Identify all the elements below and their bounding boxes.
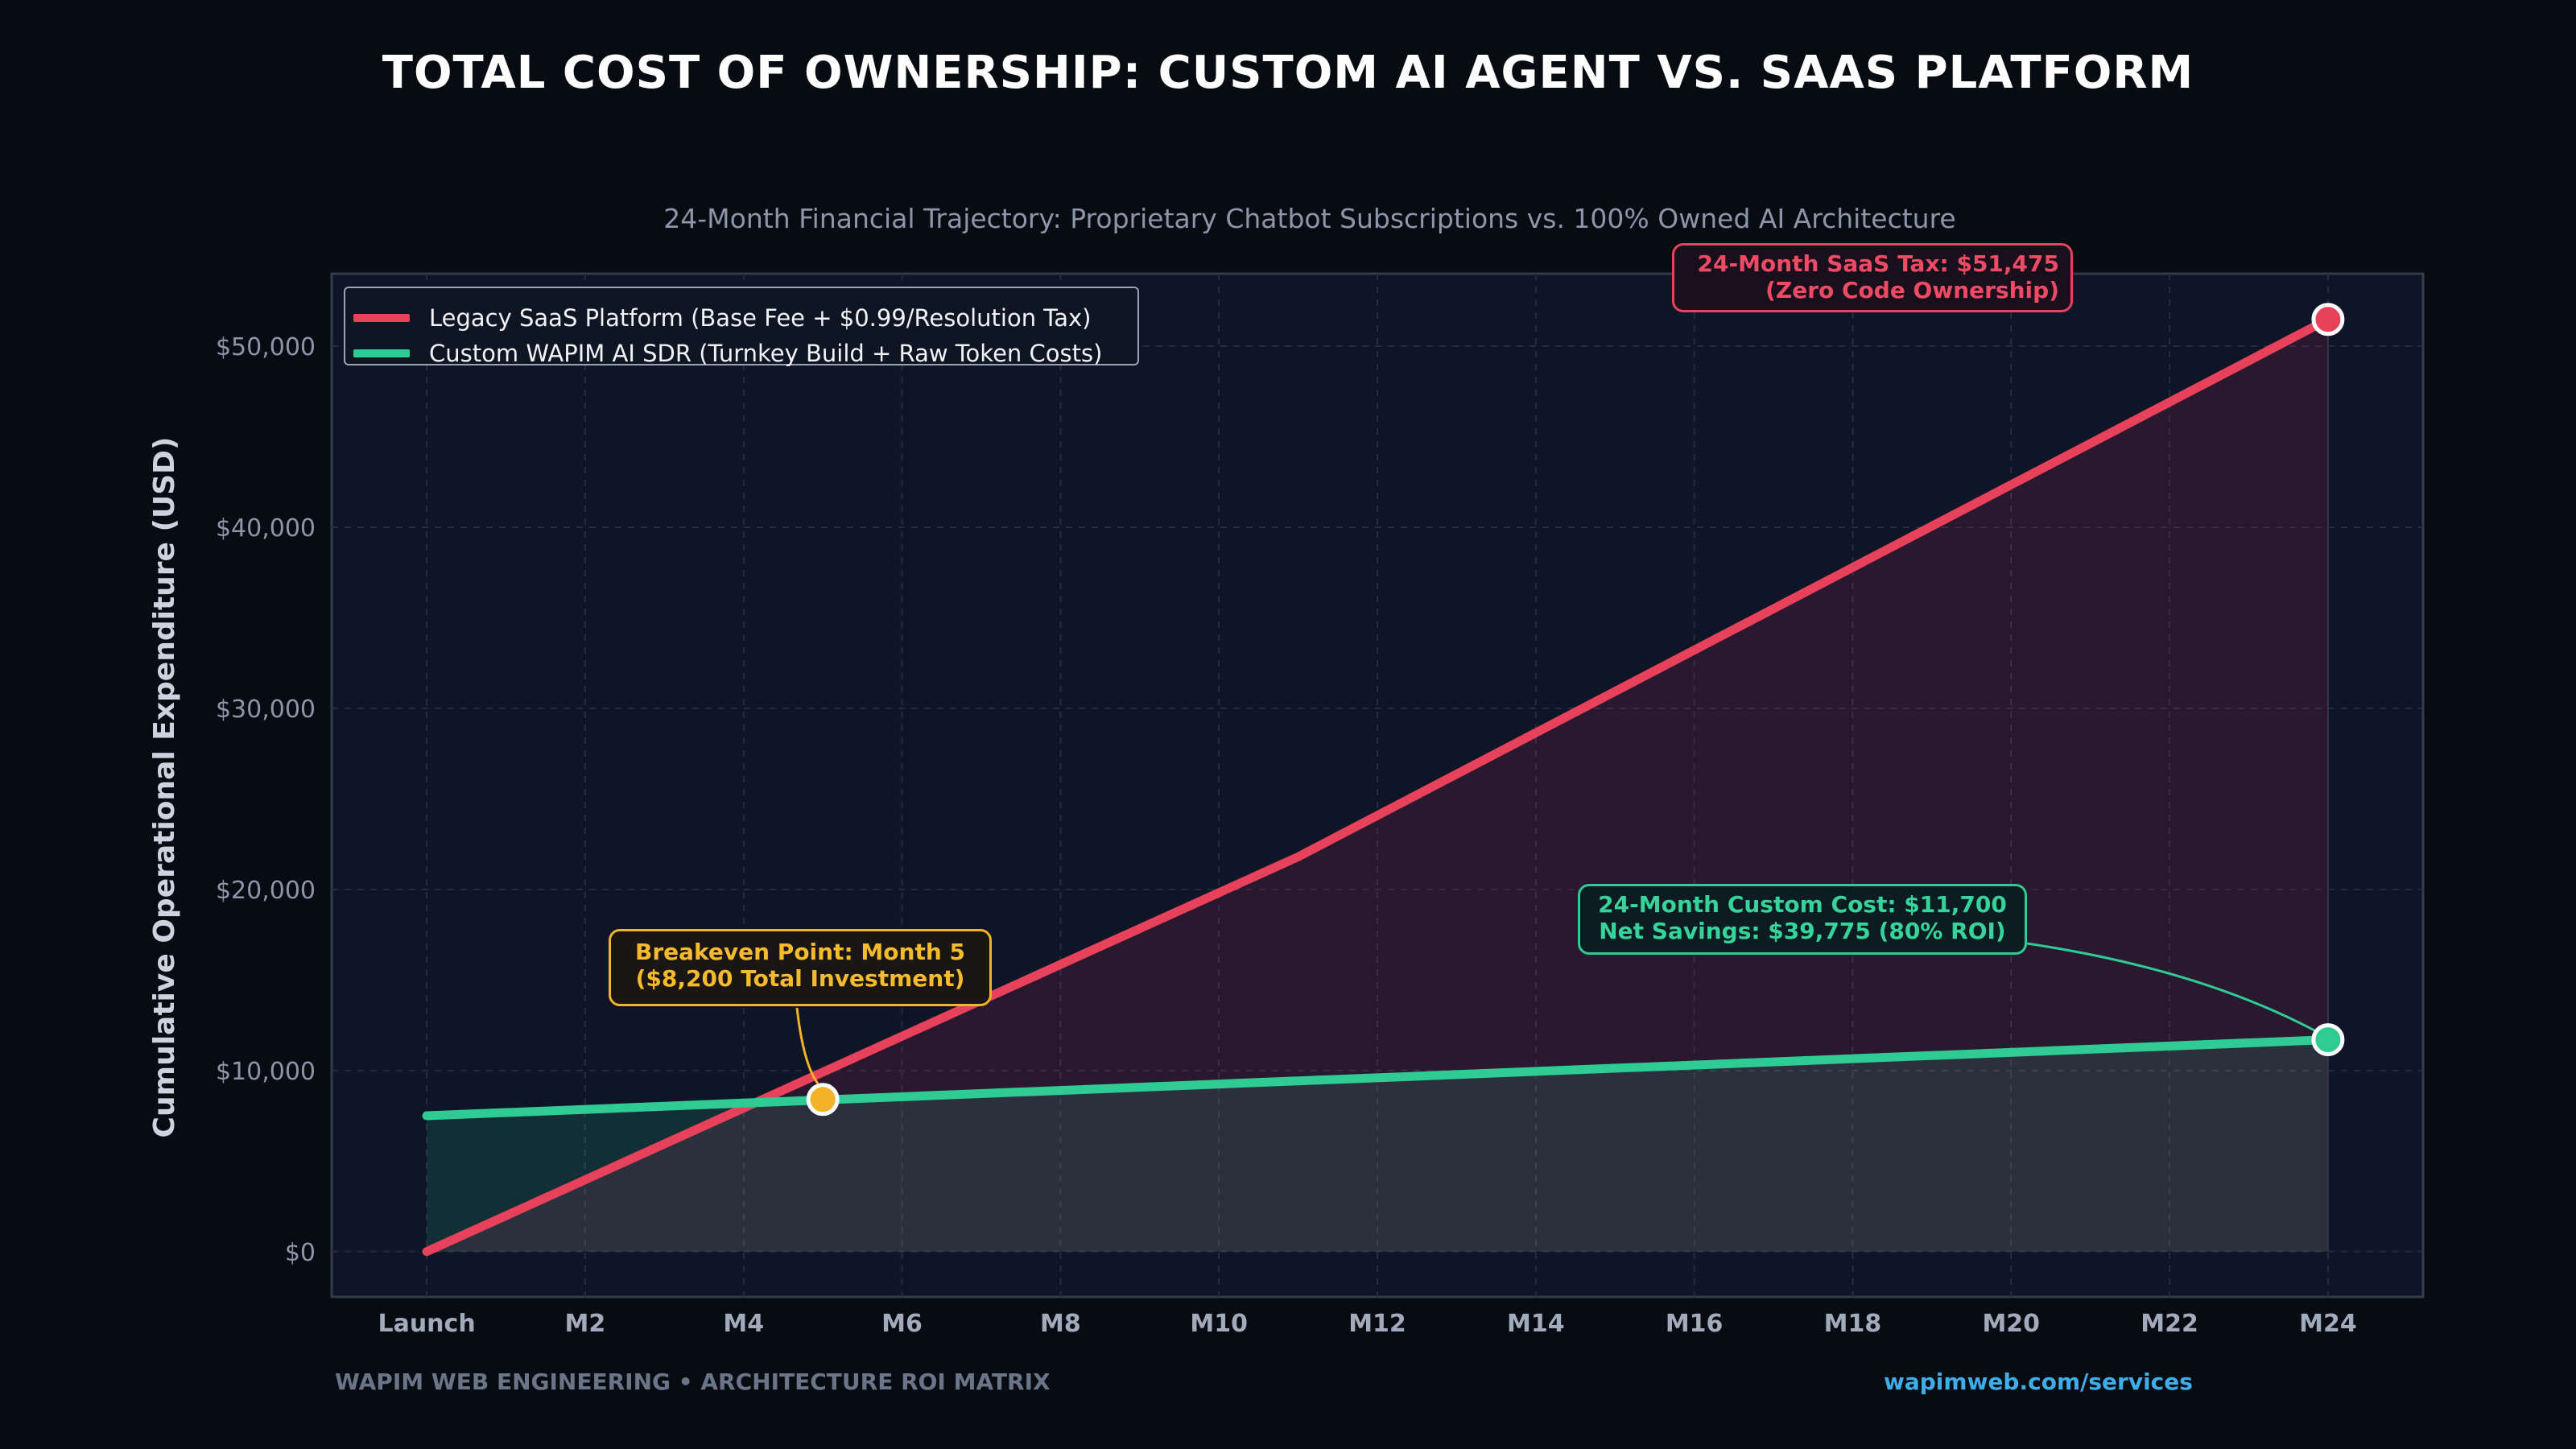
custom-series-line: [422, 1035, 2333, 1121]
saas-total-annotation: 24-Month SaaS Tax: $51,475 (Zero Code Ow…: [1672, 243, 2073, 312]
legend-label-saas: Legacy SaaS Platform (Base Fee + $0.99/R…: [429, 304, 1092, 332]
x-tick-labels: Launch M2 M4 M6 M8 M10 M12 M14 M16 M18 M20 M22 M24: [378, 1310, 2356, 1338]
x-tick-label: M18: [1824, 1310, 1882, 1338]
footer-brand: WAPIM WEB ENGINEERING • ARCHITECTURE ROI…: [335, 1368, 1051, 1395]
custom-annotation-line2: Net Savings: $39,775 (80% ROI): [1599, 918, 2006, 944]
x-tick-label: M20: [1982, 1310, 2040, 1338]
y-tick-label: $0: [285, 1239, 316, 1267]
x-tick-label: M6: [881, 1310, 923, 1338]
x-tick-label: M10: [1190, 1310, 1248, 1338]
y-tick-label: $20,000: [216, 877, 316, 905]
x-tick-label: M4: [723, 1310, 764, 1338]
legend-item-saas: Legacy SaaS Platform (Base Fee + $0.99/R…: [345, 304, 1091, 332]
legend-swatch-custom: [353, 349, 410, 357]
x-tick-label: M14: [1507, 1310, 1565, 1338]
custom-annotation-line1: 24-Month Custom Cost: $11,700: [1598, 891, 2007, 918]
breakeven-annotation: Breakeven Point: Month 5 ($8,200 Total I…: [609, 929, 992, 1006]
x-tick-label: M8: [1040, 1310, 1081, 1338]
legend-swatch-saas: [353, 314, 410, 322]
saas-endpoint-marker: [2311, 303, 2345, 336]
x-tick-label: M24: [2299, 1310, 2357, 1338]
x-tick-label: M12: [1348, 1310, 1406, 1338]
area-fills: [427, 319, 2329, 1252]
saas-series-line: [422, 315, 2333, 1257]
series-lines: [422, 315, 2333, 1257]
x-tick-label: M2: [565, 1310, 606, 1338]
annotation-connectors: [795, 942, 2327, 1084]
saas-annotation-line1: 24-Month SaaS Tax: $51,475: [1697, 250, 2059, 277]
chart-title: TOTAL COST OF OWNERSHIP: CUSTOM AI AGENT…: [382, 47, 2194, 99]
breakeven-annotation-line1: Breakeven Point: Month 5: [634, 939, 966, 965]
custom-series-area: [427, 1039, 2328, 1252]
point-markers: [806, 303, 2345, 1117]
breakeven-connector: [795, 1007, 819, 1084]
saas-annotation-line2: (Zero Code Ownership): [1765, 277, 2059, 303]
x-tick-label: Launch: [378, 1310, 475, 1338]
custom-endpoint-marker: [2311, 1023, 2345, 1057]
x-tick-label: M22: [2140, 1310, 2198, 1338]
x-tick-label: M16: [1666, 1310, 1724, 1338]
custom-total-annotation: 24-Month Custom Cost: $11,700 Net Saving…: [1578, 884, 2027, 955]
legend: Legacy SaaS Platform (Base Fee + $0.99/R…: [344, 287, 1139, 367]
saas-series-area: [427, 319, 2328, 1252]
footer-link[interactable]: wapimweb.com/services: [1884, 1368, 2193, 1395]
y-tick-label: $40,000: [216, 514, 316, 543]
grid-lines: [332, 274, 2423, 1297]
custom-connector: [2026, 942, 2327, 1038]
y-tick-label: $30,000: [216, 696, 316, 724]
breakeven-annotation-line2: ($8,200 Total Investment): [635, 965, 965, 992]
legend-label-custom: Custom WAPIM AI SDR (Turnkey Build + Raw…: [429, 340, 1103, 367]
y-tick-label: $50,000: [216, 333, 316, 361]
legend-item-custom: Custom WAPIM AI SDR (Turnkey Build + Raw…: [345, 340, 1102, 367]
breakeven-marker: [806, 1083, 840, 1117]
chart-subtitle: 24-Month Financial Trajectory: Proprieta…: [663, 203, 1956, 234]
y-tick-label: $10,000: [216, 1058, 316, 1086]
y-axis-label: Cumulative Operational Expenditure (USD): [148, 437, 181, 1138]
y-tick-labels: $0 $10,000 $20,000 $30,000 $40,000 $50,000: [216, 333, 316, 1267]
